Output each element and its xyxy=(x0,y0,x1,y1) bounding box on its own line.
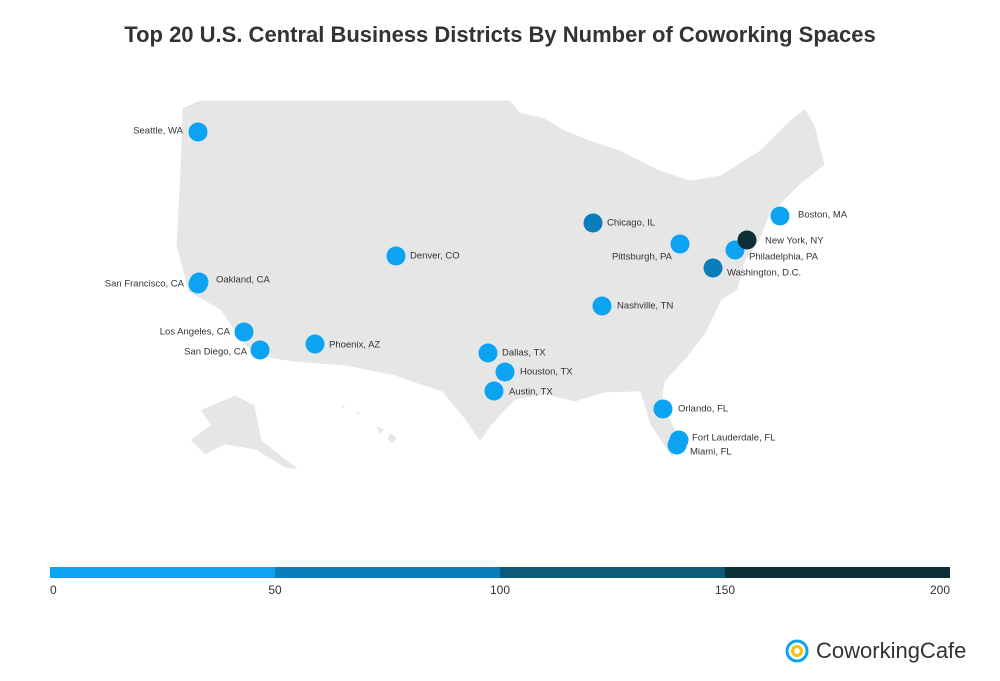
city-label: Miami, FL xyxy=(690,447,732,458)
city-dot xyxy=(770,206,790,226)
city-label: San Francisco, CA xyxy=(105,279,185,290)
city-label: Denver, CO xyxy=(410,251,460,262)
legend-tick-label: 150 xyxy=(715,583,735,597)
city-dot xyxy=(737,230,757,250)
legend-tick-label: 50 xyxy=(268,583,282,597)
city-dot xyxy=(667,435,687,455)
city-dot xyxy=(478,343,498,363)
city-dot xyxy=(583,213,603,233)
city-label: Phoenix, AZ xyxy=(329,340,380,351)
city-dot xyxy=(386,246,406,266)
city-label: Seattle, WA xyxy=(133,126,183,137)
title: Top 20 U.S. Central Business Districts B… xyxy=(124,22,875,47)
city-dot xyxy=(189,272,209,292)
city-dot xyxy=(495,362,515,382)
city-label: Houston, TX xyxy=(520,367,573,378)
city-label: Orlando, FL xyxy=(678,404,728,415)
city-dot xyxy=(592,296,612,316)
city-dot xyxy=(234,322,254,342)
city-label: Washington, D.C. xyxy=(727,268,801,279)
city-label: New York, NY xyxy=(765,236,824,247)
city-label: Boston, MA xyxy=(798,210,848,221)
city-dot xyxy=(305,334,325,354)
logo: CoworkingCafe xyxy=(785,638,966,663)
legend: 0 50 100 150 200 xyxy=(50,567,950,597)
us-map xyxy=(175,99,826,471)
city-label: Dallas, TX xyxy=(502,348,546,359)
legend-segment xyxy=(50,567,275,578)
city-label: Chicago, IL xyxy=(607,218,655,229)
legend-tick-label: 0 xyxy=(50,583,57,597)
legend-segment xyxy=(500,567,725,578)
city-dot xyxy=(653,399,673,419)
city-label: Austin, TX xyxy=(509,387,553,398)
legend-tick-label: 100 xyxy=(490,583,510,597)
city-label: Oakland, CA xyxy=(216,275,271,286)
city-label: San Diego, CA xyxy=(184,347,248,358)
city-label: Nashville, TN xyxy=(617,301,673,312)
logo-text: CoworkingCafe xyxy=(816,638,966,663)
legend-segment xyxy=(275,567,500,578)
city-label: Los Angeles, CA xyxy=(160,327,231,338)
city-dot xyxy=(188,122,208,142)
city-label: Philadelphia, PA xyxy=(749,252,819,263)
city-dot xyxy=(250,340,270,360)
city-label: Fort Lauderdale, FL xyxy=(692,433,775,444)
legend-segment xyxy=(725,567,950,578)
city-label: Pittsburgh, PA xyxy=(612,252,673,263)
city-dot xyxy=(484,381,504,401)
city-dot xyxy=(670,234,690,254)
legend-tick-label: 200 xyxy=(930,583,950,597)
city-dot xyxy=(703,258,723,278)
